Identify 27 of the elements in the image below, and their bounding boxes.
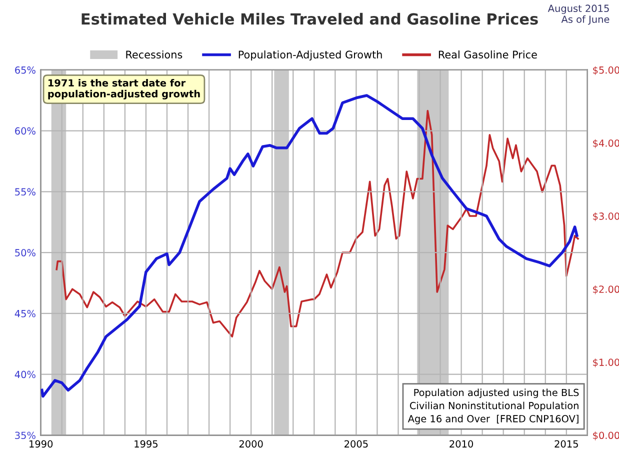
y-tick-label: 40%	[14, 370, 36, 378]
x-tick-label: 2010	[450, 440, 474, 448]
y-tick-label: 35%	[15, 432, 36, 440]
y-tick-label: 50%	[15, 249, 36, 256]
legend-label: Recessions	[126, 50, 182, 59]
x-tick-label: 2015	[554, 440, 578, 448]
y2-tick-label: $1.00	[593, 358, 619, 368]
x-tick-label: 2000	[239, 440, 263, 448]
y-tick-label: 60%	[15, 127, 36, 135]
x-tick-label: 1995	[134, 440, 158, 448]
y2-tick-label: $5.00	[593, 66, 619, 76]
legend-label: Real Gasoline Price	[438, 50, 537, 59]
x-tick-label: 1990	[30, 440, 53, 448]
y2-tick-label: $4.00	[593, 139, 619, 148]
annotation: Population adjusted using the BLS Civilian Noninstitutional Population Age 16 and Over [FRED CNP16OV]	[408, 388, 579, 424]
y-tick-label: 45%	[14, 310, 36, 318]
annotation: 1971 is the start date for population-adjusted growth	[48, 79, 200, 100]
y2-tick-label: $3.00	[593, 212, 619, 222]
text: August 2015 As of June	[548, 4, 610, 25]
line-series	[56, 110, 579, 338]
y-tick-label: 55%	[15, 188, 36, 196]
x-tick-label: 2005	[344, 440, 368, 448]
y-tick-label: 65%	[15, 66, 36, 74]
y2-tick-label: $0.00	[593, 432, 619, 440]
legend-label: Population-Adjusted Growth	[238, 50, 382, 61]
chart-title: Estimated Vehicle Miles Traveled and Gasoline Prices	[82, 12, 538, 25]
y2-tick-label: $2.00	[593, 285, 619, 294]
